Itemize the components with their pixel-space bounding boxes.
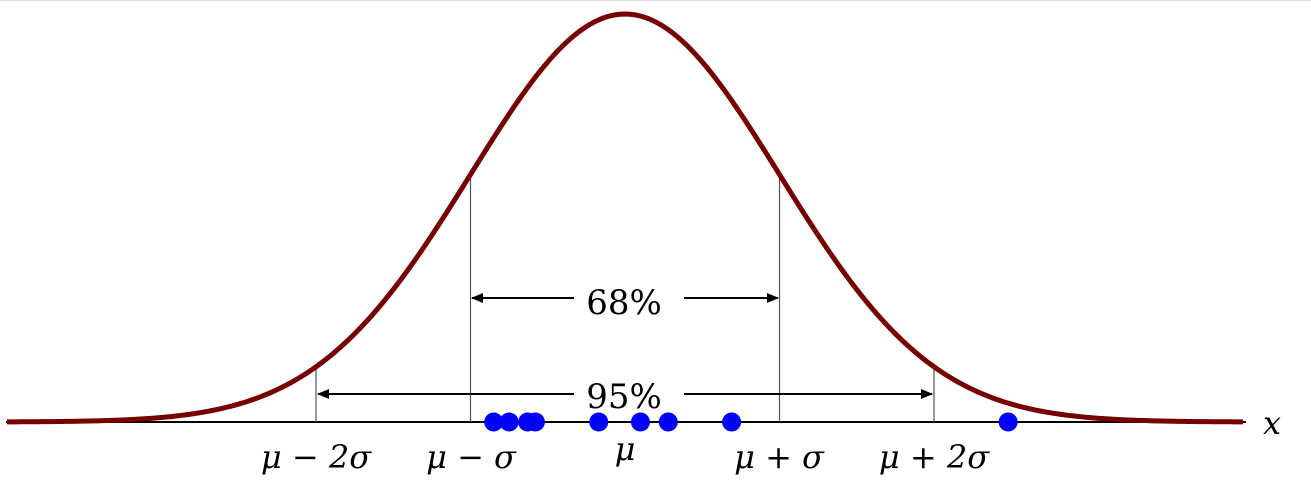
sample-point [484, 412, 504, 432]
span-95-label: 95% [586, 377, 662, 417]
label-mu: μ [615, 430, 636, 468]
normal-curve [6, 11, 1244, 425]
sample-point [630, 412, 650, 432]
x-axis-label: x [1263, 404, 1281, 442]
sample-points [484, 412, 1018, 432]
label-mu-plus-sigma: μ + σ [734, 438, 825, 476]
sample-point [658, 412, 678, 432]
sample-point [722, 412, 742, 432]
label-mu-minus-sigma: μ − σ [426, 438, 517, 476]
sample-point [499, 412, 519, 432]
sample-point [998, 412, 1018, 432]
span-68-label: 68% [586, 283, 662, 323]
label-mu-plus-2sigma: μ + 2σ [879, 438, 990, 476]
sample-point [589, 412, 609, 432]
top-border [0, 0, 1311, 1]
sample-point [525, 412, 545, 432]
label-mu-minus-2sigma: μ − 2σ [261, 438, 372, 476]
